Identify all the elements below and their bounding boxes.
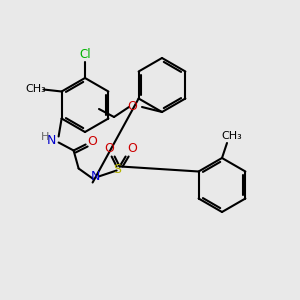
Text: O: O: [127, 100, 137, 113]
Text: N: N: [47, 134, 56, 147]
Text: CH₃: CH₃: [222, 131, 242, 141]
Text: Cl: Cl: [79, 49, 91, 62]
Text: S: S: [114, 163, 122, 176]
Text: O: O: [128, 142, 138, 155]
Text: CH₃: CH₃: [25, 85, 46, 94]
Text: N: N: [91, 170, 100, 183]
Text: O: O: [88, 135, 98, 148]
Text: O: O: [105, 142, 115, 155]
Text: H: H: [40, 133, 49, 142]
